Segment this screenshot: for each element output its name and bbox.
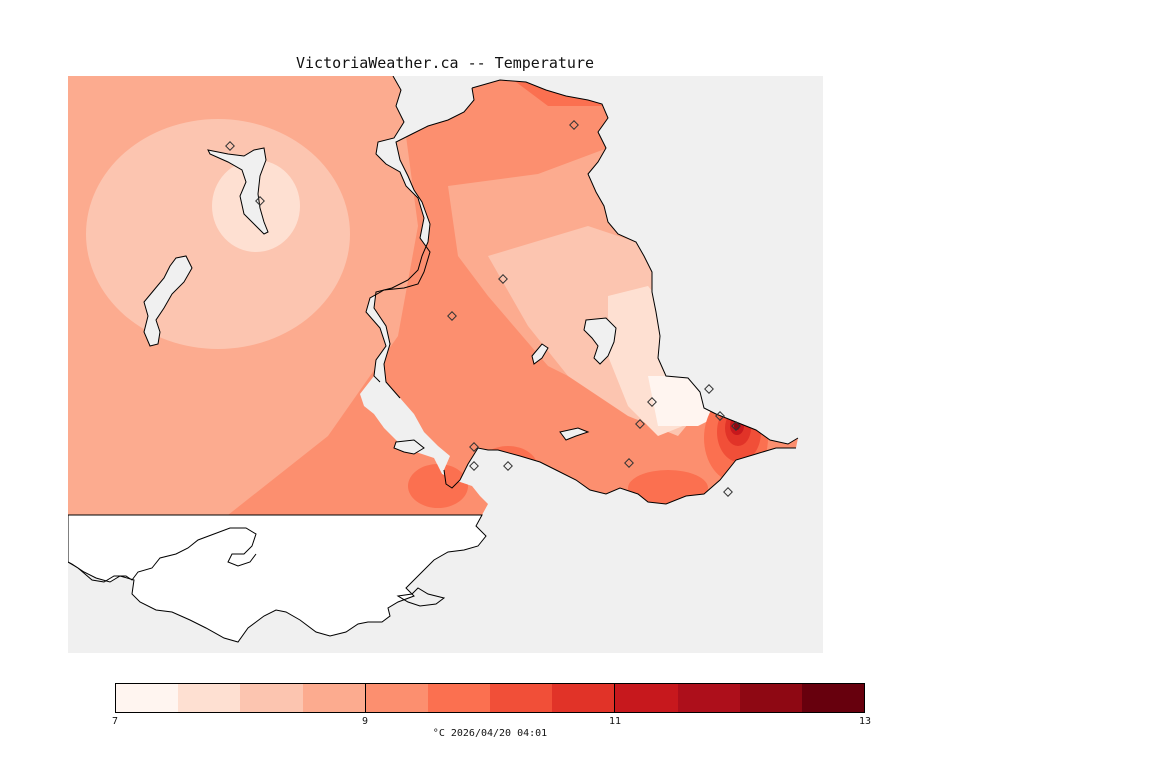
lake-small [531, 343, 549, 365]
coastline-east [471, 79, 799, 445]
lake-south [393, 439, 425, 455]
station-marker [447, 311, 457, 321]
station-marker [647, 397, 657, 407]
legend-swatch [677, 684, 740, 712]
harbour-inlet [559, 427, 590, 441]
island-outline [396, 587, 446, 607]
weather-stations [225, 120, 741, 497]
station-marker [624, 458, 634, 468]
legend-swatch [364, 684, 428, 712]
station-marker [469, 461, 479, 471]
legend-caption: °C 2026/04/20 04:01 [432, 728, 548, 739]
station-marker [715, 411, 725, 421]
lake-west [143, 255, 193, 347]
station-marker [498, 274, 508, 284]
legend-swatch [739, 684, 802, 712]
lake-north [207, 147, 269, 235]
lake-central [583, 317, 617, 365]
legend-tick-label: 11 [608, 716, 622, 727]
station-marker [704, 384, 714, 394]
coastline-saanich-west [373, 87, 475, 399]
legend-swatch [801, 684, 865, 712]
legend-tick-label: 9 [361, 716, 369, 727]
station-marker [469, 442, 479, 452]
legend-swatch [427, 684, 491, 712]
legend-bar [115, 683, 865, 713]
coastline-west [365, 76, 431, 383]
legend-swatch [240, 684, 303, 712]
station-marker [255, 196, 265, 206]
legend-tick-label: 7 [111, 716, 119, 727]
map-title: VictoriaWeather.ca -- Temperature [295, 54, 594, 72]
coastline-south-shore [443, 447, 796, 505]
station-marker [723, 487, 733, 497]
legend-swatch [302, 684, 365, 712]
temperature-map[interactable] [68, 76, 823, 653]
legend-tick-label: 13 [858, 716, 872, 727]
station-marker [731, 421, 741, 431]
legend-swatch [178, 684, 241, 712]
legend-swatch [490, 684, 553, 712]
station-marker [503, 461, 513, 471]
legend-swatch [614, 684, 678, 712]
station-marker [225, 141, 235, 151]
station-marker [635, 419, 645, 429]
coastline-south [68, 527, 257, 583]
color-legend: 7 9 11 13 [112, 683, 871, 727]
legend-swatch [116, 684, 179, 712]
station-marker [569, 120, 579, 130]
legend-swatch [552, 684, 615, 712]
